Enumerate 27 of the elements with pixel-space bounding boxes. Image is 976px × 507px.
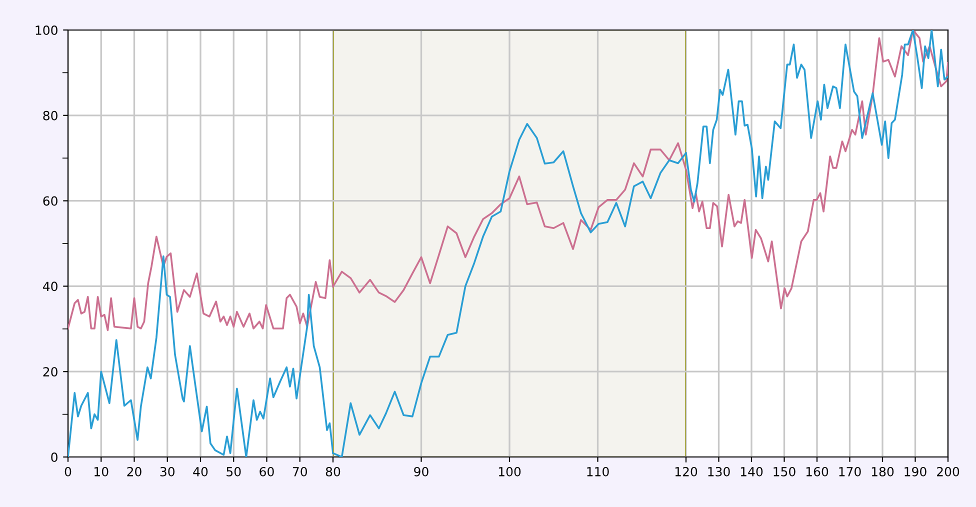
x-tick-label: 100 [498,466,521,476]
x-tick-label: 130 [708,466,730,476]
x-tick-label: 120 [675,466,698,476]
x-tick-label: 180 [872,466,894,476]
x-tick-label: 40 [193,466,208,476]
x-tick-label: 200 [936,466,960,476]
x-tick-label: 30 [160,466,174,476]
x-tick-label: 10 [94,466,108,476]
y-tick-label: 60 [43,196,58,206]
x-tick-label: 140 [740,466,763,476]
x-tick-label: 90 [414,466,428,476]
y-tick-label: 40 [42,282,58,292]
x-tick-label: 190 [904,466,926,476]
y-tick-label: 20 [43,367,58,377]
x-tick-label: 50 [226,466,241,476]
x-tick-label: 60 [260,466,274,476]
y-tick-label: 80 [43,110,58,120]
x-tick-label: 80 [326,466,340,476]
x-tick-label: 150 [774,466,796,476]
x-tick-label: 0 [64,466,72,476]
x-tick-label: 20 [127,466,142,476]
x-tick-label: 160 [806,466,828,476]
x-tick-label: 110 [587,466,609,476]
y-tick-label: 100 [36,25,58,35]
x-tick-label: 170 [839,466,861,476]
x-tick-label: 70 [292,466,307,476]
y-tick-label: 0 [51,452,58,462]
